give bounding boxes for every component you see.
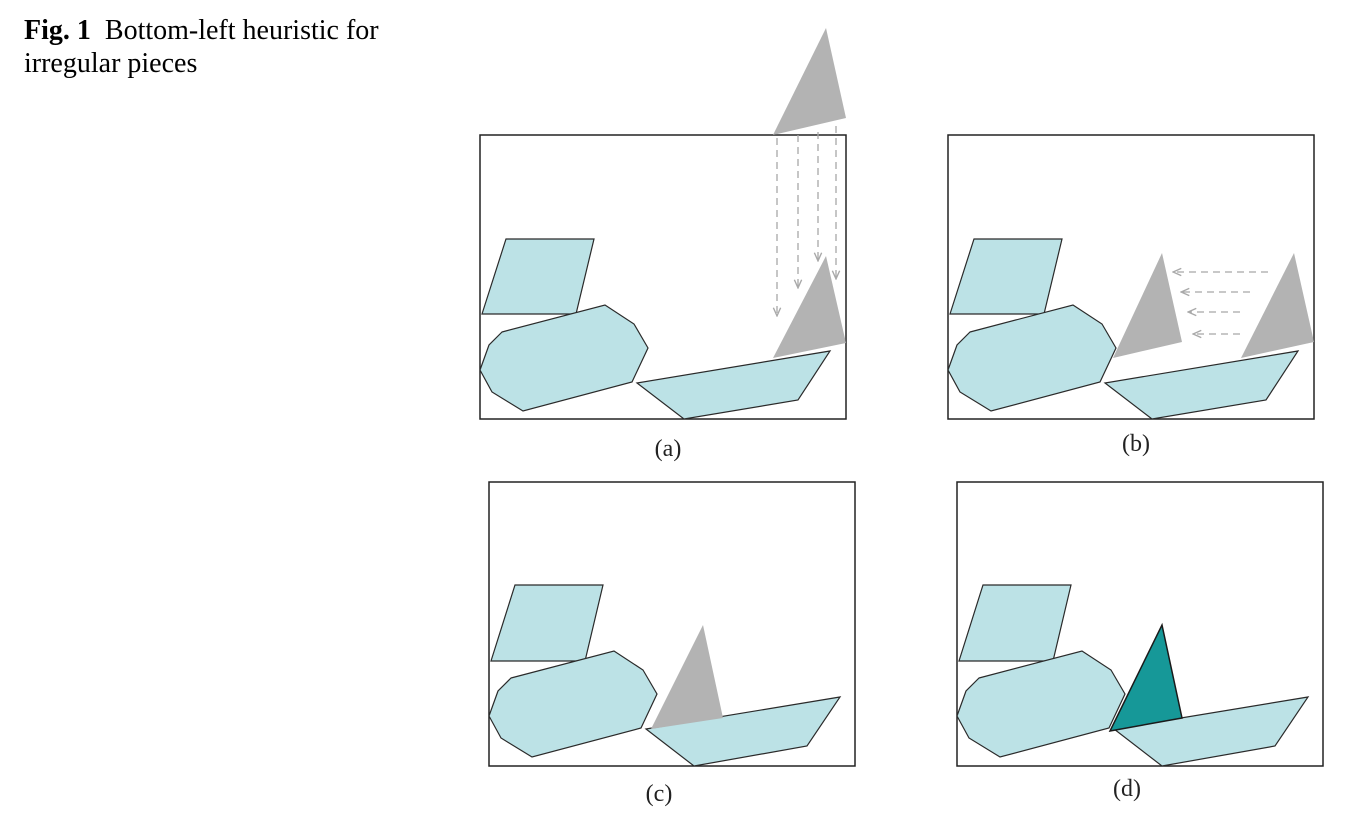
figure-number: Fig. 1: [24, 15, 91, 46]
triangle-piece-placed: [1108, 622, 1183, 733]
panel-c: (c): [488, 481, 856, 807]
triangle-piece-landed: [773, 256, 846, 358]
octagon-piece: [947, 304, 1117, 412]
trapezoid-piece: [635, 350, 832, 420]
trapezoid-piece: [1103, 350, 1300, 420]
panel-label: (a): [655, 436, 682, 462]
trapezoid-piece: [1112, 696, 1310, 767]
panel-label: (c): [646, 781, 673, 807]
triangle-piece-settled: [651, 625, 723, 729]
octagon-piece: [479, 304, 649, 412]
octagon-piece: [956, 650, 1126, 758]
caption-line-1: Bottom-left heuristic for: [104, 15, 379, 46]
panel-label: (b): [1122, 431, 1150, 457]
triangle-piece-start: [773, 28, 846, 135]
panel-b: (b): [947, 134, 1315, 457]
caption-line-2: irregular pieces: [24, 48, 198, 79]
triangle-piece-shifted: [1113, 253, 1182, 358]
figure-caption: Fig. 1 Bottom-left heuristic for irregula…: [24, 14, 379, 80]
triangle-piece-origin: [1241, 253, 1314, 358]
octagon-piece: [488, 650, 658, 758]
panel-a: (a): [479, 28, 847, 462]
panel-d: (d): [956, 481, 1324, 802]
trapezoid-piece: [644, 696, 842, 767]
panel-label: (d): [1113, 776, 1141, 802]
